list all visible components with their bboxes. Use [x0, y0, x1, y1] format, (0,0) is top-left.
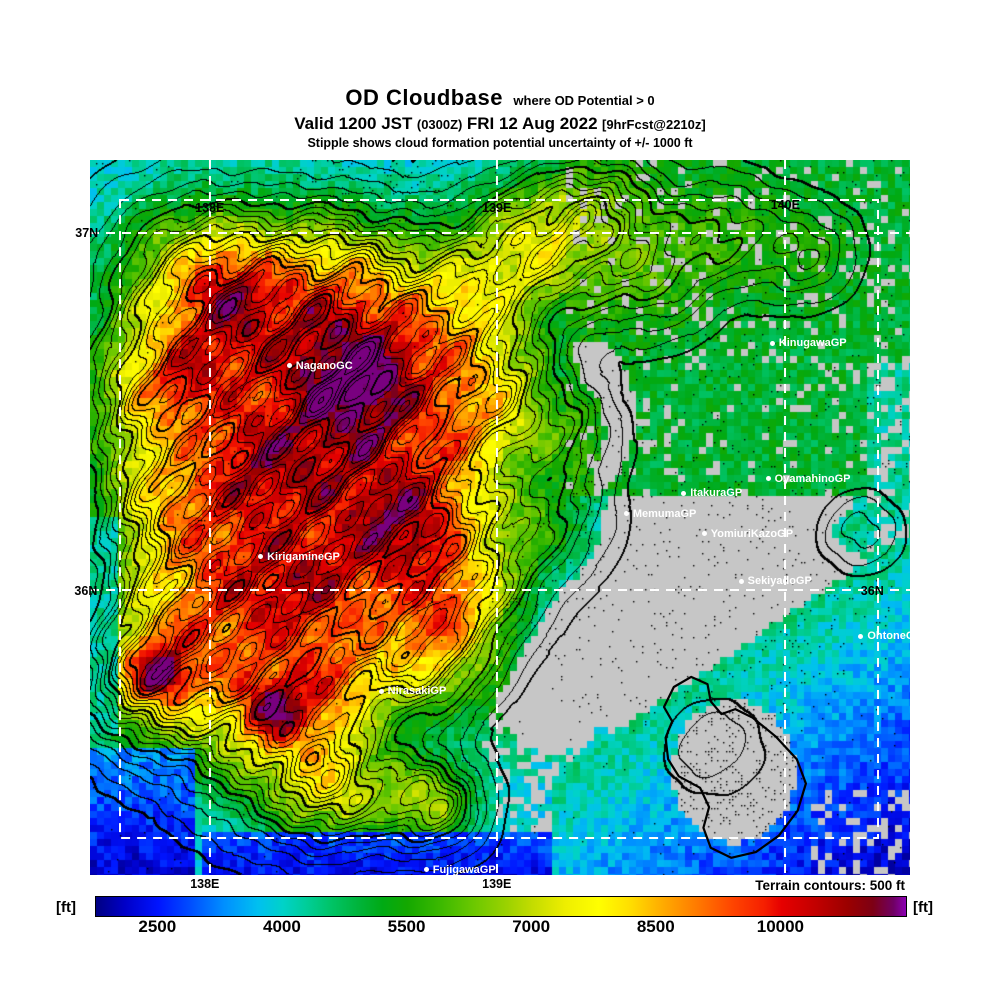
colorbar-tick-label: 7000	[512, 917, 551, 936]
colorbar-unit-right: [ft]	[913, 899, 933, 916]
forecast-run-info: [9hrFcst@2210z]	[602, 117, 706, 132]
colorbar-tick-label: 5500	[387, 917, 426, 936]
title-line: OD Cloudbase where OD Potential > 0	[0, 86, 1000, 113]
colorbar	[95, 896, 907, 917]
header: OD Cloudbase where OD Potential > 0 Vali…	[0, 86, 1000, 151]
valid-time-line: Valid 1200 JST (0300Z) FRI 12 Aug 2022 […	[0, 113, 1000, 135]
colorbar-tick-label: 2500	[138, 917, 177, 936]
stipple-note: Stipple shows cloud formation potential …	[307, 136, 693, 150]
graticule-label: 138E	[190, 877, 220, 892]
graticule-label: 139E	[482, 877, 512, 892]
colorbar-ticks: 2500 4000 5500 7000 8500 10000	[0, 917, 1000, 937]
valid-time-utc: (0300Z)	[416, 117, 463, 132]
colorbar-unit-left: [ft]	[56, 899, 76, 916]
colorbar-gradient	[96, 897, 906, 916]
valid-date: FRI 12 Aug 2022	[466, 114, 598, 133]
colorbar-tick-label: 8500	[636, 917, 675, 936]
cloudbase-raster-canvas	[90, 160, 910, 875]
colorbar-tick-label: 10000	[756, 917, 805, 936]
page-title-qualifier: where OD Potential > 0	[513, 93, 655, 108]
valid-time: Valid 1200 JST	[294, 114, 413, 133]
terrain-contours-note: Terrain contours: 500 ft	[755, 878, 905, 893]
page-title: OD Cloudbase	[345, 85, 503, 110]
colorbar-tick-label: 4000	[263, 917, 301, 936]
forecast-map: NaganoGC KinugawaGP OyamahinoGP ItakuraGP Me…	[90, 160, 910, 875]
